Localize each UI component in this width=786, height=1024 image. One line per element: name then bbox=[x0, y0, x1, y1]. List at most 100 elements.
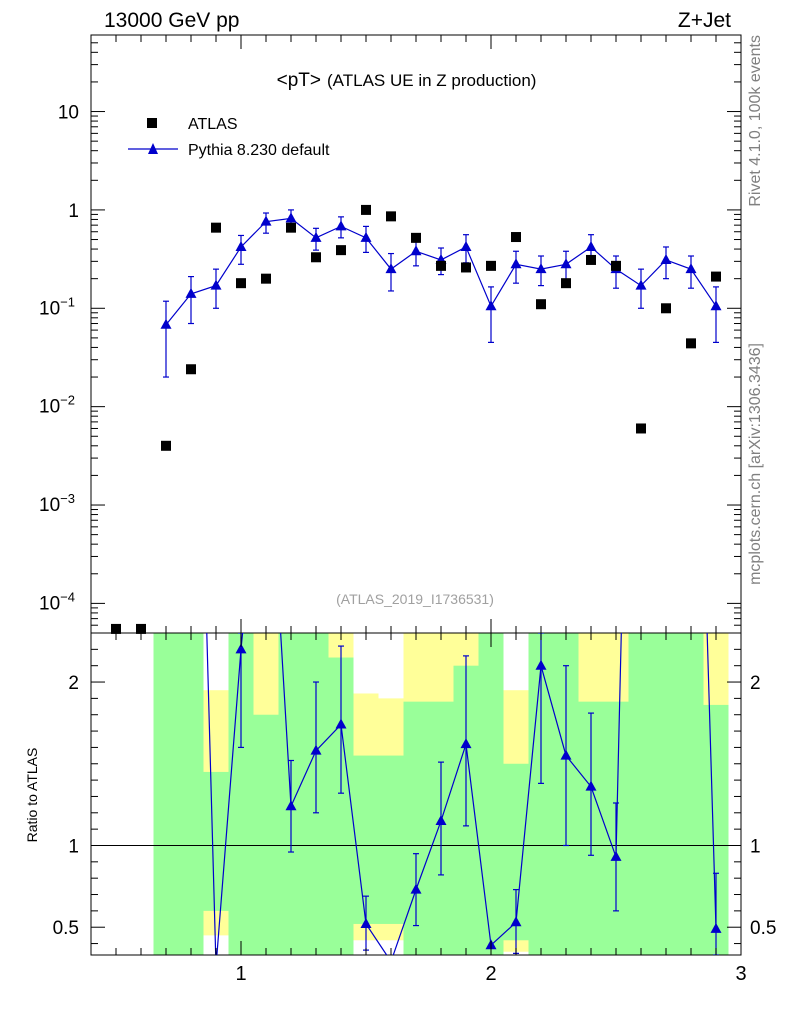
mc-point bbox=[160, 318, 172, 329]
atlas-point bbox=[711, 271, 721, 282]
ratio-band-green bbox=[178, 633, 204, 955]
main-y-tick-label: 10−1 bbox=[39, 294, 75, 319]
atlas-point bbox=[286, 222, 296, 233]
x-tick-label: 2 bbox=[485, 963, 496, 985]
mc-point bbox=[485, 300, 497, 311]
atlas-point bbox=[486, 260, 496, 271]
atlas-point bbox=[536, 299, 546, 310]
atlas-point bbox=[686, 338, 696, 349]
main-y-tick-label: 10−4 bbox=[39, 589, 75, 614]
mc-point bbox=[310, 231, 322, 242]
analysis-id-label: (ATLAS_2019_I1736531) bbox=[336, 591, 494, 607]
ratio-point bbox=[410, 883, 422, 894]
atlas-point bbox=[511, 232, 521, 243]
main-series-markers bbox=[111, 204, 722, 634]
atlas-point bbox=[661, 303, 671, 314]
mc-point bbox=[585, 240, 597, 251]
ratio-band-green bbox=[628, 633, 654, 955]
ratio-point bbox=[435, 814, 447, 825]
legend-mc-marker bbox=[148, 143, 158, 154]
ratio-point bbox=[460, 738, 472, 749]
ratio-point bbox=[235, 643, 247, 654]
mc-point bbox=[685, 263, 697, 274]
ratio-y-tick-label-left: 1 bbox=[68, 836, 79, 857]
mc-point bbox=[210, 279, 222, 290]
ratio-series-clipped bbox=[206, 633, 722, 955]
ratio-point bbox=[585, 780, 597, 791]
x-axis: 1 2 3 bbox=[90, 633, 747, 985]
mc-point bbox=[560, 258, 572, 269]
ratio-band-green bbox=[203, 771, 229, 911]
ratio-point bbox=[285, 800, 297, 811]
atlas-point bbox=[461, 262, 471, 273]
atlas-point bbox=[386, 211, 396, 222]
ratio-y-tick-label-right: 0.5 bbox=[750, 918, 776, 939]
atlas-point bbox=[636, 423, 646, 434]
atlas-point bbox=[211, 222, 221, 233]
mc-point bbox=[460, 240, 472, 251]
ratio-point bbox=[535, 659, 547, 670]
mc-point bbox=[185, 287, 197, 298]
main-y-axis: 10 1 10−1 10−2 10−3 10−4 bbox=[39, 34, 741, 634]
atlas-point bbox=[311, 252, 321, 263]
atlas-point bbox=[111, 623, 121, 634]
ratio-band-green bbox=[378, 755, 404, 924]
mc-point bbox=[660, 253, 672, 264]
ratio-point bbox=[510, 916, 522, 927]
side-label-bottom: mcplots.cern.ch [arXiv:1306.3436] bbox=[747, 343, 764, 585]
ratio-point bbox=[310, 744, 322, 755]
ratio-y-tick-label-left: 2 bbox=[68, 673, 79, 694]
mc-point bbox=[385, 263, 397, 274]
mc-point bbox=[710, 300, 722, 311]
mc-point bbox=[335, 220, 347, 231]
legend: ATLAS Pythia 8.230 default bbox=[128, 116, 330, 159]
main-y-tick-label: 10 bbox=[58, 103, 79, 124]
ratio-band-green bbox=[153, 633, 179, 955]
atlas-point bbox=[261, 273, 271, 284]
atlas-point bbox=[161, 440, 171, 451]
atlas-point bbox=[436, 260, 446, 271]
legend-mc-label: Pythia 8.230 default bbox=[188, 142, 330, 159]
ratio-y-axis-label: Ratio to ATLAS bbox=[24, 748, 40, 843]
atlas-point bbox=[611, 260, 621, 271]
ratio-y-tick-label-left: 0.5 bbox=[53, 918, 79, 939]
ratio-bands bbox=[153, 633, 729, 955]
ratio-y-axis: 0.5 0.5 1 1 2 2 bbox=[53, 632, 776, 945]
ratio-y-tick-label-right: 2 bbox=[750, 673, 761, 694]
atlas-point bbox=[336, 245, 346, 256]
mc-point bbox=[360, 231, 372, 242]
ratio-point bbox=[610, 850, 622, 861]
mc-point bbox=[410, 245, 422, 256]
ratio-series bbox=[206, 633, 722, 955]
ratio-point bbox=[335, 718, 347, 729]
legend-data-label: ATLAS bbox=[188, 116, 238, 133]
ratio-band-green bbox=[478, 633, 504, 955]
mc-point bbox=[235, 240, 247, 251]
ratio-point bbox=[710, 922, 722, 933]
mc-point bbox=[635, 279, 647, 290]
side-label-top: Rivet 4.1.0, 100k events bbox=[747, 35, 764, 207]
atlas-point bbox=[361, 204, 371, 215]
ratio-point bbox=[360, 917, 372, 928]
mc-point bbox=[510, 258, 522, 269]
main-y-tick-label: 1 bbox=[68, 201, 79, 222]
header-right-label: Z+Jet bbox=[678, 9, 731, 32]
ratio-y-tick-label-right: 1 bbox=[750, 836, 761, 857]
mc-point bbox=[260, 215, 272, 226]
atlas-point bbox=[561, 278, 571, 289]
atlas-point bbox=[136, 623, 146, 634]
atlas-point bbox=[411, 232, 421, 243]
plot-title-main: <pT> bbox=[277, 70, 321, 91]
main-y-tick-label: 10−3 bbox=[39, 491, 75, 516]
mc-point bbox=[285, 212, 297, 223]
x-tick-label: 3 bbox=[735, 963, 746, 985]
ratio-band-green bbox=[653, 633, 679, 955]
ratio-point bbox=[560, 749, 572, 760]
ratio-band-green bbox=[678, 633, 704, 955]
atlas-point bbox=[186, 364, 196, 375]
main-x-ticks bbox=[90, 35, 742, 633]
legend-data-marker bbox=[147, 118, 157, 128]
header-left-label: 13000 GeV pp bbox=[104, 9, 239, 32]
mc-point bbox=[535, 263, 547, 274]
